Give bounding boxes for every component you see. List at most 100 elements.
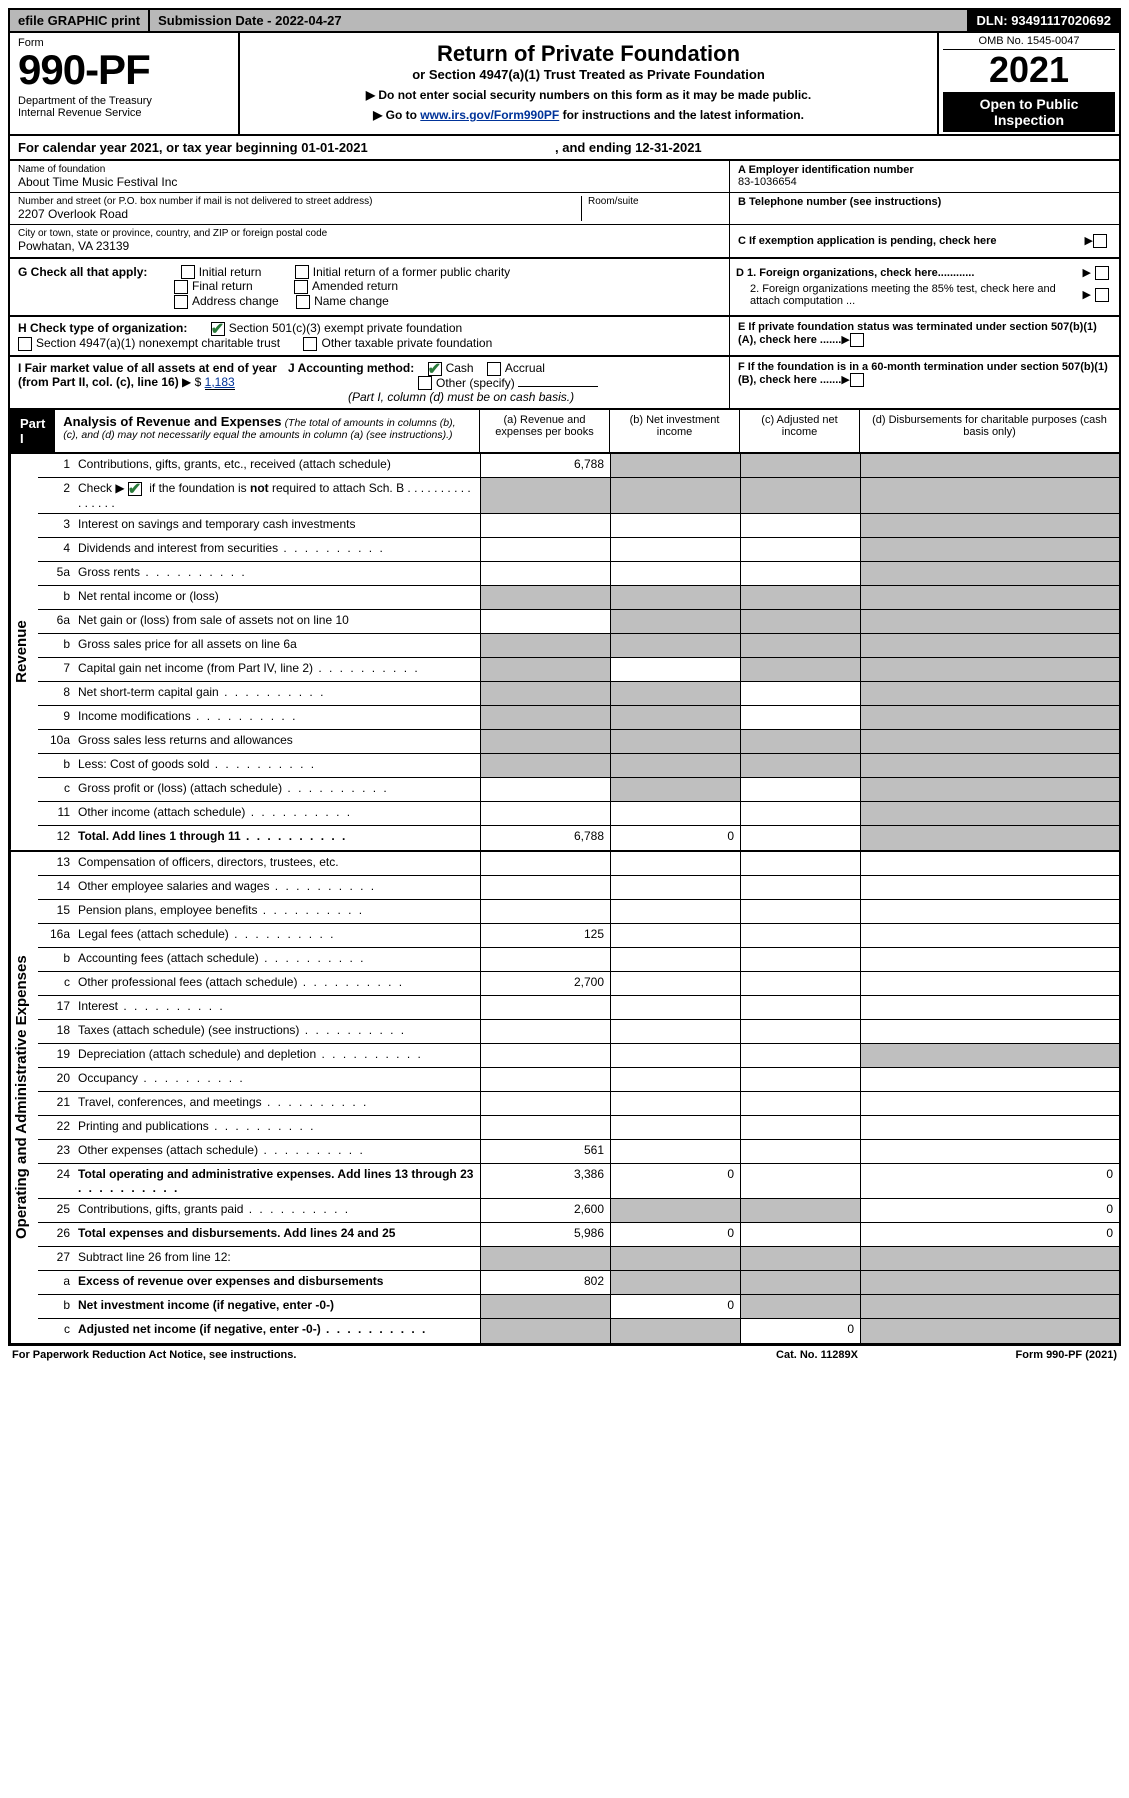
cell-d [860, 538, 1119, 561]
row-num: 7 [38, 658, 74, 681]
cell-a [480, 1092, 610, 1115]
c-label: C If exemption application is pending, c… [738, 235, 1085, 247]
row-num: 20 [38, 1068, 74, 1091]
cell-b [610, 454, 740, 477]
j-accrual-chk[interactable] [487, 362, 501, 376]
cell-b [610, 972, 740, 995]
c-checkbox[interactable] [1093, 234, 1107, 248]
cell-b [610, 538, 740, 561]
part-number: Part I [10, 410, 55, 452]
d-section: D 1. Foreign organizations, check here..… [729, 259, 1119, 315]
i-j-section: I Fair market value of all assets at end… [8, 357, 1121, 411]
cell-d [860, 586, 1119, 609]
h-4947-chk[interactable] [18, 337, 32, 351]
cell-b [610, 1319, 740, 1343]
cell-a [480, 802, 610, 825]
cell-c [740, 562, 860, 585]
cell-c [740, 1044, 860, 1067]
row-num: 11 [38, 802, 74, 825]
h-501c3-chk[interactable] [211, 322, 225, 336]
cell-a: 2,700 [480, 972, 610, 995]
footer-left: For Paperwork Reduction Act Notice, see … [12, 1349, 717, 1361]
h-section: H Check type of organization: Section 50… [8, 317, 1121, 357]
cell-d [860, 924, 1119, 947]
g-d-section: G Check all that apply: Initial return I… [8, 259, 1121, 317]
row-num: 8 [38, 682, 74, 705]
part1-header: Part I Analysis of Revenue and Expenses … [8, 410, 1121, 454]
row-desc: Compensation of officers, directors, tru… [74, 852, 480, 875]
cell-b [610, 754, 740, 777]
f-section: F If the foundation is in a 60-month ter… [729, 357, 1119, 409]
row-num: 26 [38, 1223, 74, 1246]
row-num: c [38, 1319, 74, 1343]
irs-link[interactable]: www.irs.gov/Form990PF [420, 108, 559, 122]
cell-c [740, 658, 860, 681]
row-num: c [38, 972, 74, 995]
name-label: Name of foundation [18, 164, 721, 175]
foundation-name-row: Name of foundation About Time Music Fest… [10, 161, 729, 193]
cell-c [740, 682, 860, 705]
cell-d [860, 852, 1119, 875]
f-checkbox[interactable] [850, 373, 864, 387]
g-initial-former-chk[interactable] [295, 265, 309, 279]
d2-checkbox[interactable] [1095, 288, 1109, 302]
g-name-chk[interactable] [296, 295, 310, 309]
g-section: G Check all that apply: Initial return I… [10, 259, 729, 315]
h-other-chk[interactable] [303, 337, 317, 351]
e-checkbox[interactable] [850, 333, 864, 347]
phone-row: B Telephone number (see instructions) [730, 193, 1119, 225]
form-inst2: ▶ Go to www.irs.gov/Form990PF for instru… [248, 108, 929, 122]
g-initial-chk[interactable] [181, 265, 195, 279]
row-num: 5a [38, 562, 74, 585]
cell-b [610, 706, 740, 729]
cell-b [610, 1247, 740, 1270]
cell-c [740, 1247, 860, 1270]
row-desc: Subtract line 26 from line 12: [74, 1247, 480, 1270]
part-title: Analysis of Revenue and Expenses [63, 414, 281, 429]
cell-b [610, 1116, 740, 1139]
j-cash-chk[interactable] [428, 362, 442, 376]
form-id-block: Form 990-PF Department of the Treasury I… [10, 33, 240, 134]
tax-year: 2021 [943, 50, 1115, 90]
cell-a [480, 730, 610, 753]
cell-c [740, 1164, 860, 1198]
row-desc: Interest [74, 996, 480, 1019]
schb-chk[interactable] [128, 482, 142, 496]
cell-b [610, 1068, 740, 1091]
j-other-chk[interactable] [418, 376, 432, 390]
cell-a [480, 562, 610, 585]
j-other: Other (specify) [436, 376, 515, 390]
form-title-block: Return of Private Foundation or Section … [240, 33, 939, 134]
dln: DLN: 93491117020692 [969, 10, 1119, 31]
cell-d [860, 1247, 1119, 1270]
cell-b [610, 586, 740, 609]
cell-c [740, 1092, 860, 1115]
cell-c [740, 876, 860, 899]
row-desc: Other income (attach schedule) [74, 802, 480, 825]
revenue-table: Revenue 1Contributions, gifts, grants, e… [8, 454, 1121, 852]
cell-c [740, 1271, 860, 1294]
dln-value: 93491117020692 [1011, 13, 1111, 28]
row-desc: Gross profit or (loss) (attach schedule) [74, 778, 480, 801]
d1-checkbox[interactable] [1095, 266, 1109, 280]
g-addr-chk[interactable] [174, 295, 188, 309]
arrow-icon: ▶ [841, 374, 849, 386]
i-value: 1,183 [205, 375, 235, 390]
top-bar: efile GRAPHIC print Submission Date - 20… [8, 8, 1121, 33]
cell-a: 125 [480, 924, 610, 947]
g-final-chk[interactable] [174, 280, 188, 294]
g-amended-chk[interactable] [294, 280, 308, 294]
row-num: 4 [38, 538, 74, 561]
cell-d: 0 [860, 1164, 1119, 1198]
i-label: I Fair market value of all assets at end… [18, 361, 277, 389]
h-opt2: Section 4947(a)(1) nonexempt charitable … [36, 336, 280, 350]
row-desc: Other employee salaries and wages [74, 876, 480, 899]
omb-number: OMB No. 1545-0047 [943, 35, 1115, 50]
id-left: Name of foundation About Time Music Fest… [10, 161, 729, 257]
cell-b [610, 658, 740, 681]
cell-a [480, 996, 610, 1019]
cell-b [610, 1140, 740, 1163]
address-row: Number and street (or P.O. box number if… [10, 193, 729, 225]
row-desc: Total expenses and disbursements. Add li… [74, 1223, 480, 1246]
cell-a [480, 478, 610, 513]
